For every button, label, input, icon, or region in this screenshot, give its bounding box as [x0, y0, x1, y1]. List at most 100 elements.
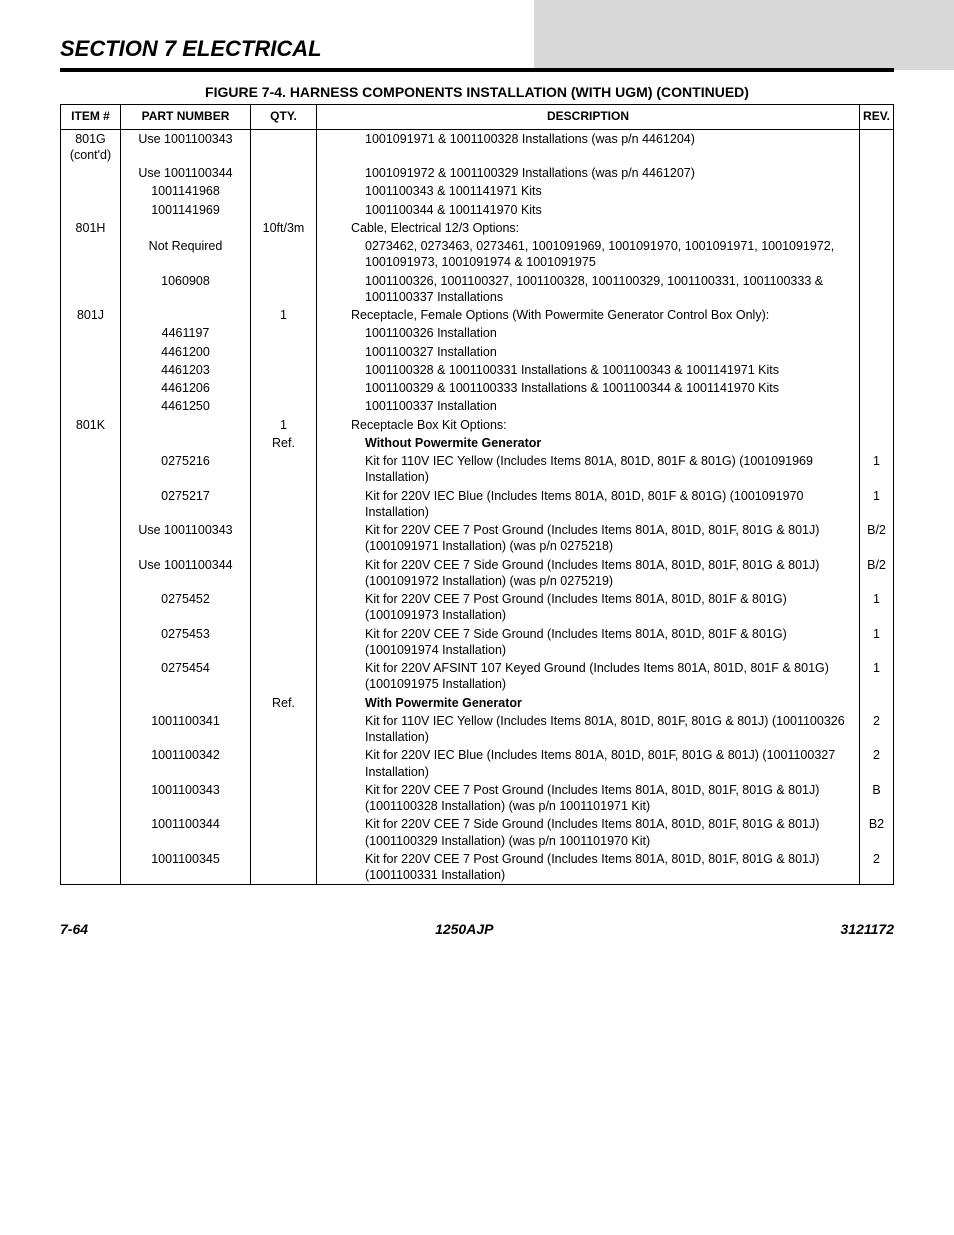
- cell-part: 4461203: [121, 361, 251, 379]
- cell-desc: 1001100328 & 1001100331 Installations & …: [317, 361, 860, 379]
- cell-part: 1001100341: [121, 712, 251, 747]
- cell-item: 801K: [61, 416, 121, 434]
- cell-part: [121, 306, 251, 324]
- header-underline: [60, 68, 894, 72]
- cell-qty: [251, 361, 317, 379]
- col-header-item: ITEM #: [61, 105, 121, 130]
- cell-qty: [251, 712, 317, 747]
- section-header: SECTION 7 ELECTRICAL: [60, 36, 894, 68]
- cell-qty: [251, 850, 317, 885]
- cell-rev: [860, 416, 894, 434]
- cell-desc: Kit for 220V CEE 7 Post Ground (Includes…: [317, 590, 860, 625]
- cell-desc: Kit for 110V IEC Yellow (Includes Items …: [317, 712, 860, 747]
- cell-rev: [860, 324, 894, 342]
- cell-item: [61, 397, 121, 415]
- table-row: 44611971001100326 Installation: [61, 324, 894, 342]
- cell-item: [61, 164, 121, 182]
- cell-item: [61, 815, 121, 850]
- cell-item: [61, 487, 121, 522]
- cell-desc: 1001100326, 1001100327, 1001100328, 1001…: [317, 272, 860, 307]
- cell-rev: [860, 361, 894, 379]
- cell-item: [61, 659, 121, 694]
- cell-rev: 2: [860, 712, 894, 747]
- cell-rev: [860, 306, 894, 324]
- cell-desc: Without Powermite Generator: [317, 434, 860, 452]
- cell-qty: [251, 521, 317, 556]
- cell-item: [61, 694, 121, 712]
- cell-rev: 1: [860, 452, 894, 487]
- cell-qty: [251, 659, 317, 694]
- parts-table-body: 801G (cont'd)Use 10011003431001091971 & …: [61, 129, 894, 885]
- cell-part: 0275452: [121, 590, 251, 625]
- cell-rev: [860, 272, 894, 307]
- cell-qty: Ref.: [251, 434, 317, 452]
- cell-part: [121, 434, 251, 452]
- cell-desc: 1001100343 & 1001141971 Kits: [317, 182, 860, 200]
- cell-part: 0275217: [121, 487, 251, 522]
- cell-rev: B/2: [860, 556, 894, 591]
- cell-part: 1001100342: [121, 746, 251, 781]
- cell-qty: [251, 625, 317, 660]
- cell-qty: [251, 182, 317, 200]
- cell-desc: 1001091972 & 1001100329 Installations (w…: [317, 164, 860, 182]
- cell-part: 0275216: [121, 452, 251, 487]
- cell-rev: B: [860, 781, 894, 816]
- cell-desc: Kit for 110V IEC Yellow (Includes Items …: [317, 452, 860, 487]
- cell-item: [61, 452, 121, 487]
- cell-desc: With Powermite Generator: [317, 694, 860, 712]
- table-row: 4461203 1001100328 & 1001100331 Installat…: [61, 361, 894, 379]
- cell-desc: Kit for 220V AFSINT 107 Keyed Ground (In…: [317, 659, 860, 694]
- cell-desc: Kit for 220V CEE 7 Side Ground (Includes…: [317, 625, 860, 660]
- table-row: 10011419681001100343 & 1001141971 Kits: [61, 182, 894, 200]
- cell-desc: Receptacle, Female Options (With Powermi…: [317, 306, 860, 324]
- cell-qty: [251, 129, 317, 164]
- table-row: Ref.Without Powermite Generator: [61, 434, 894, 452]
- cell-rev: [860, 129, 894, 164]
- cell-qty: [251, 237, 317, 272]
- cell-desc: Kit for 220V CEE 7 Post Ground (Includes…: [317, 521, 860, 556]
- cell-part: 4461200: [121, 343, 251, 361]
- table-row: 10011419691001100344 & 1001141970 Kits: [61, 201, 894, 219]
- cell-qty: Ref.: [251, 694, 317, 712]
- cell-item: [61, 361, 121, 379]
- table-row: 801H10ft/3mCable, Electrical 12/3 Option…: [61, 219, 894, 237]
- cell-part: Not Required: [121, 237, 251, 272]
- cell-rev: 2: [860, 746, 894, 781]
- col-header-qty: QTY.: [251, 105, 317, 130]
- page: SECTION 7 ELECTRICAL FIGURE 7-4. HARNESS…: [0, 0, 954, 967]
- cell-part: 4461197: [121, 324, 251, 342]
- cell-item: 801G (cont'd): [61, 129, 121, 164]
- cell-item: [61, 379, 121, 397]
- cell-item: [61, 556, 121, 591]
- cell-rev: [860, 182, 894, 200]
- cell-item: [61, 272, 121, 307]
- cell-item: [61, 237, 121, 272]
- cell-qty: [251, 746, 317, 781]
- cell-part: 1001141969: [121, 201, 251, 219]
- cell-part: Use 1001100344: [121, 164, 251, 182]
- table-row: 1001100341 Kit for 110V IEC Yellow (Inclu…: [61, 712, 894, 747]
- figure-title: FIGURE 7-4. HARNESS COMPONENTS INSTALLAT…: [60, 84, 894, 100]
- cell-part: Use 1001100343: [121, 129, 251, 164]
- cell-desc: Kit for 220V CEE 7 Post Ground (Includes…: [317, 850, 860, 885]
- cell-rev: 1: [860, 590, 894, 625]
- table-row: 801G (cont'd)Use 10011003431001091971 & …: [61, 129, 894, 164]
- cell-qty: [251, 487, 317, 522]
- cell-item: 801J: [61, 306, 121, 324]
- cell-item: [61, 434, 121, 452]
- cell-part: 1001100343: [121, 781, 251, 816]
- cell-qty: [251, 452, 317, 487]
- table-row: 1001100342Kit for 220V IEC Blue (Include…: [61, 746, 894, 781]
- cell-rev: [860, 164, 894, 182]
- cell-qty: [251, 201, 317, 219]
- table-row: 10609081001100326, 1001100327, 100110032…: [61, 272, 894, 307]
- cell-rev: [860, 219, 894, 237]
- cell-qty: 1: [251, 416, 317, 434]
- table-row: Use 1001100344Kit for 220V CEE 7 Side Gr…: [61, 556, 894, 591]
- cell-desc: Kit for 220V CEE 7 Side Ground (Includes…: [317, 815, 860, 850]
- table-row: 0275452 Kit for 220V CEE 7 Post Ground (I…: [61, 590, 894, 625]
- cell-qty: [251, 397, 317, 415]
- cell-qty: [251, 590, 317, 625]
- cell-item: [61, 746, 121, 781]
- table-row: 1001100345Kit for 220V CEE 7 Post Ground…: [61, 850, 894, 885]
